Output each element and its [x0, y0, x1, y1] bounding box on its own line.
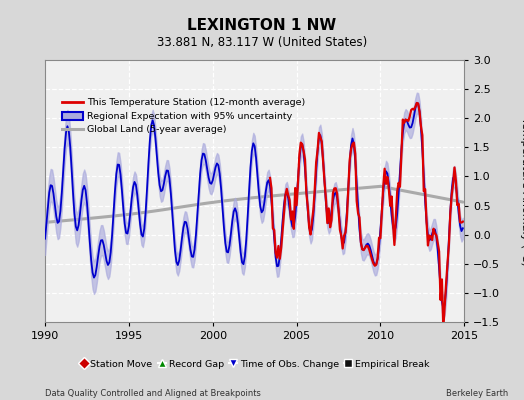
- Text: Data Quality Controlled and Aligned at Breakpoints: Data Quality Controlled and Aligned at B…: [45, 389, 261, 398]
- Text: LEXINGTON 1 NW: LEXINGTON 1 NW: [188, 18, 336, 33]
- Text: Berkeley Earth: Berkeley Earth: [446, 389, 508, 398]
- Text: 33.881 N, 83.117 W (United States): 33.881 N, 83.117 W (United States): [157, 36, 367, 49]
- Legend: Station Move, Record Gap, Time of Obs. Change, Empirical Break: Station Move, Record Gap, Time of Obs. C…: [77, 356, 432, 372]
- Legend: This Temperature Station (12-month average), Regional Expectation with 95% uncer: This Temperature Station (12-month avera…: [58, 94, 309, 138]
- Y-axis label: Temperature Anomaly (°C): Temperature Anomaly (°C): [520, 117, 524, 265]
